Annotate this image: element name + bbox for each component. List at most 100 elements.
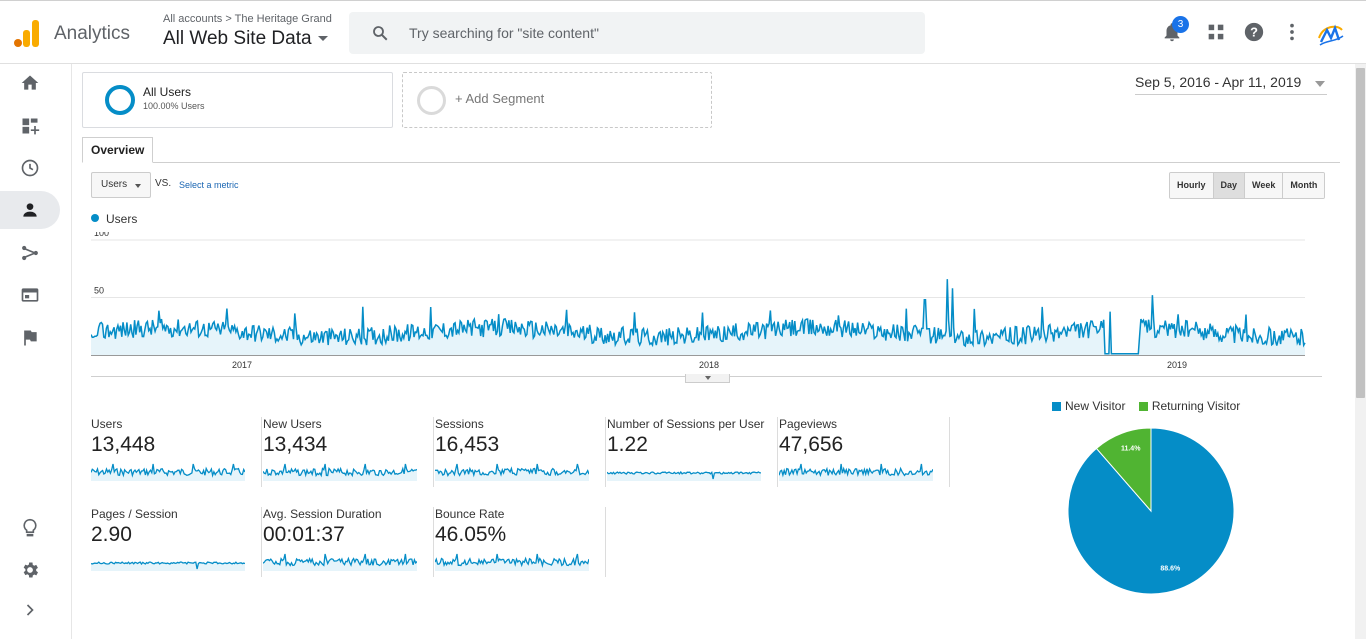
nav-admin[interactable] <box>0 551 60 589</box>
kpi-sparkline <box>91 463 245 481</box>
nav-customization[interactable] <box>0 107 60 145</box>
kpi-value: 13,448 <box>91 433 156 456</box>
kpi-sparkline <box>779 463 933 481</box>
granularity-hourly[interactable]: Hourly <box>1170 173 1213 198</box>
granularity-week[interactable]: Week <box>1244 173 1283 198</box>
date-range-picker[interactable]: Sep 5, 2016 - Apr 11, 2019 <box>1135 74 1327 95</box>
pie-legend: New Visitor Returning Visitor <box>1052 399 1240 413</box>
kpi-users[interactable]: Users 13,448 <box>91 417 262 487</box>
sparkline-area <box>91 464 245 481</box>
sparkline-line <box>435 463 589 478</box>
vs-label: VS. <box>155 178 172 189</box>
nav-conversions[interactable] <box>0 319 60 357</box>
metric-selector[interactable]: Users <box>91 172 151 198</box>
kpi-value: 47,656 <box>779 433 844 456</box>
home-icon <box>21 75 39 90</box>
collapse-chart-button[interactable] <box>685 374 730 383</box>
kpi-sessions[interactable]: Sessions 16,453 <box>435 417 606 487</box>
chevron-down-icon <box>1315 81 1325 87</box>
nav-discover[interactable] <box>0 509 60 547</box>
kpi-bounce-rate[interactable]: Bounce Rate 46.05% <box>435 507 606 577</box>
help-icon: ? <box>1244 22 1264 42</box>
apps-grid-icon <box>1208 24 1224 40</box>
behavior-icon <box>21 288 39 302</box>
nav-home[interactable] <box>0 64 60 102</box>
kpi-avg-session-duration[interactable]: Avg. Session Duration 00:01:37 <box>263 507 434 577</box>
report-main: All Users 100.00% Users + Add Segment Se… <box>73 64 1355 639</box>
kpi-sparkline <box>91 561 245 571</box>
sparkline-line <box>91 463 245 478</box>
segment-all-users[interactable]: All Users 100.00% Users <box>82 72 393 128</box>
kpi-label: Number of Sessions per User <box>607 417 765 431</box>
vertical-scrollbar[interactable] <box>1355 64 1366 639</box>
account-avatar[interactable] <box>1315 18 1345 48</box>
kpi-label: Pageviews <box>779 417 838 431</box>
view-selector[interactable]: All Web Site Data <box>163 28 332 50</box>
kpi-label: Users <box>91 417 123 431</box>
series-line-users <box>91 279 1306 355</box>
y-tick-label: 100 <box>94 232 109 238</box>
nav-realtime[interactable] <box>0 149 60 187</box>
search-box[interactable] <box>349 12 925 54</box>
sparkline-line <box>607 470 761 480</box>
chevron-down-icon <box>135 184 141 188</box>
add-segment-label: + Add Segment <box>455 91 545 106</box>
kpi-value: 2.90 <box>91 523 132 546</box>
analytics-logo-icon[interactable] <box>12 19 40 47</box>
top-bar: Analytics All accounts > The Heritage Gr… <box>0 0 1366 64</box>
legend-users: Users <box>106 212 138 226</box>
kpi-sparkline <box>263 463 417 481</box>
nav-behavior[interactable] <box>0 276 60 314</box>
legend-returning-visitor: Returning Visitor <box>1151 399 1241 413</box>
kpi-new-users[interactable]: New Users 13,434 <box>263 417 434 487</box>
empty-segment-ring-icon <box>417 86 446 115</box>
kpi-label: Pages / Session <box>91 507 178 521</box>
nav-expand[interactable] <box>0 591 60 629</box>
kpi-sparkline <box>435 553 589 571</box>
kpi-pages-per-session[interactable]: Pages / Session 2.90 <box>91 507 262 577</box>
visitor-type-pie-chart[interactable]: 88.6% 11.4% <box>1066 426 1236 596</box>
kpi-pageviews[interactable]: Pageviews 47,656 <box>779 417 950 487</box>
users-line-chart[interactable]: 100 50 2017 2018 2019 <box>91 232 1322 378</box>
x-tick-label: 2018 <box>699 360 719 370</box>
segment-percent: 100.00% Users <box>143 101 205 111</box>
brand-title[interactable]: Analytics <box>54 23 131 44</box>
sparkline-line <box>91 561 245 570</box>
account-picker[interactable]: All accounts > The Heritage Grand All We… <box>163 13 332 50</box>
kpi-sparkline <box>263 553 417 571</box>
legend-new-visitor: New Visitor <box>1065 399 1126 413</box>
notification-badge: 3 <box>1172 16 1189 33</box>
series-area <box>91 279 1305 355</box>
kpi-sparkline <box>435 463 589 481</box>
granularity-day[interactable]: Day <box>1212 173 1245 198</box>
left-nav <box>0 64 72 639</box>
conversions-flag-icon <box>24 330 37 346</box>
apps-button[interactable] <box>1205 21 1229 45</box>
segment-ring-icon <box>105 85 135 115</box>
add-segment-button[interactable]: + Add Segment <box>402 72 712 128</box>
scrollbar-thumb[interactable] <box>1356 68 1365 398</box>
series-dot-icon <box>91 214 99 222</box>
select-metric-link[interactable]: Select a metric <box>179 180 239 190</box>
pie-slice-label: 11.4% <box>1121 446 1141 453</box>
granularity-month[interactable]: Month <box>1282 173 1325 198</box>
help-button[interactable]: ? <box>1243 21 1267 45</box>
more-options-button[interactable] <box>1281 21 1305 45</box>
nav-audience[interactable] <box>0 191 60 229</box>
tab-overview[interactable]: Overview <box>82 137 154 163</box>
account-logo-icon <box>1318 24 1344 46</box>
y-tick-label: 50 <box>94 286 104 296</box>
new-visitor-swatch <box>1052 402 1061 411</box>
pie-slice-returning-visitor[interactable] <box>1095 427 1152 513</box>
report-tabs: Overview <box>82 137 1340 163</box>
returning-visitor-swatch <box>1138 402 1148 411</box>
nav-acquisition[interactable] <box>0 234 60 272</box>
kpi-sessions-per-user[interactable]: Number of Sessions per User 1.22 <box>607 417 778 487</box>
notifications-button[interactable]: 3 <box>1161 16 1189 45</box>
sparkline-line <box>779 463 933 478</box>
realtime-icon <box>21 159 39 177</box>
chevron-down-icon <box>705 376 711 380</box>
search-input[interactable] <box>409 12 909 54</box>
sparkline-area <box>263 464 417 481</box>
